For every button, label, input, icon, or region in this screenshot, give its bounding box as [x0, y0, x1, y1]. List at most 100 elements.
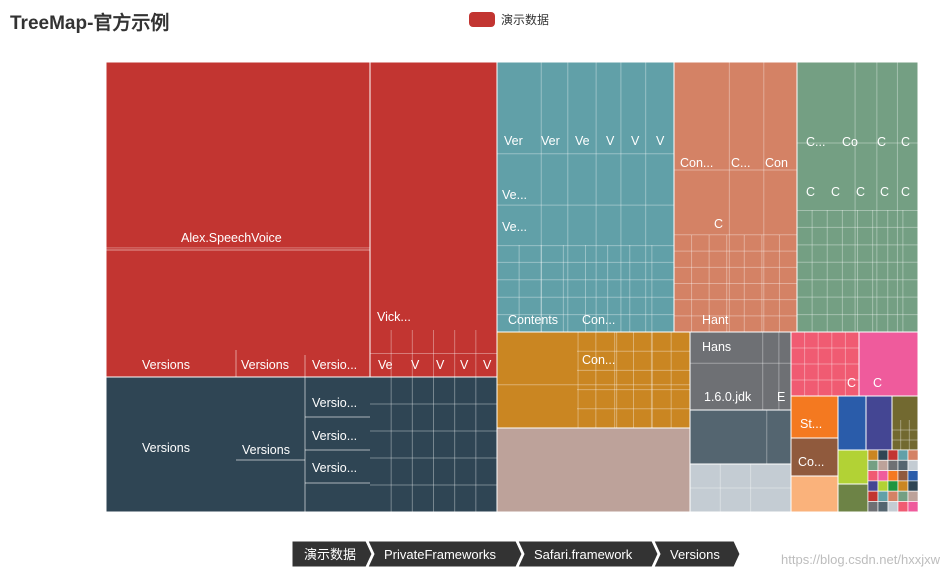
olive-grid: [892, 420, 918, 450]
mini-tile[interactable]: [887, 449, 899, 461]
node-ochre-group[interactable]: [496, 331, 691, 429]
navy-grid: [370, 377, 497, 512]
mini-tile[interactable]: [897, 470, 909, 482]
slate-lines: [690, 332, 791, 410]
node-label: C: [831, 185, 840, 199]
mini-tile[interactable]: [867, 480, 879, 492]
legend-swatch: [469, 12, 495, 27]
mini-tile[interactable]: [897, 490, 909, 502]
node-label: V: [436, 358, 445, 372]
breadcrumb-label: 演示数据: [304, 547, 356, 562]
node-slate-group[interactable]: [689, 331, 792, 411]
breadcrumb-item[interactable]: 演示数据: [292, 541, 373, 568]
mini-tile[interactable]: [867, 459, 879, 471]
node-label: Co...: [798, 455, 824, 469]
node-alex-speechvoice[interactable]: [105, 61, 371, 378]
mini-tile[interactable]: [887, 490, 899, 502]
mini-tile[interactable]: [877, 449, 889, 461]
node-label: Versio...: [312, 396, 357, 410]
node-teal-group[interactable]: [496, 61, 675, 333]
node-label: Ve...: [502, 188, 527, 202]
node-label: C: [714, 217, 723, 231]
node-magenta[interactable]: [858, 331, 919, 397]
breadcrumb-item[interactable]: PrivateFrameworks: [367, 541, 523, 568]
mini-tile[interactable]: [867, 490, 879, 502]
node-label: C...: [731, 156, 750, 170]
mini-tile[interactable]: [907, 501, 919, 513]
breadcrumb[interactable]: 演示数据 PrivateFrameworks Safari.framework Ver…: [292, 541, 742, 571]
mini-tile[interactable]: [907, 449, 919, 461]
node-label: Versions: [142, 441, 190, 455]
breadcrumb-item[interactable]: Versions: [653, 541, 741, 568]
breadcrumb-label: PrivateFrameworks: [384, 547, 496, 562]
mini-tile[interactable]: [897, 449, 909, 461]
lightgray-lines: [690, 464, 791, 512]
node-darkgreen[interactable]: [837, 483, 869, 513]
node-orange[interactable]: [790, 395, 839, 439]
breadcrumb-item[interactable]: Safari.framework: [517, 541, 659, 568]
mini-tile[interactable]: [877, 470, 889, 482]
mini-tile[interactable]: [887, 470, 899, 482]
node-label: Con: [765, 156, 788, 170]
mini-tile[interactable]: [887, 459, 899, 471]
mini-tile[interactable]: [877, 459, 889, 471]
node-label: C: [901, 135, 910, 149]
node-navy-group[interactable]: [105, 376, 498, 513]
node-label: Alex.SpeechVoice: [181, 231, 282, 245]
node-peach[interactable]: [790, 475, 839, 513]
mini-tile[interactable]: [907, 470, 919, 482]
node-gray[interactable]: [689, 409, 792, 465]
node-label: C: [847, 376, 856, 390]
node-taupe[interactable]: [496, 427, 691, 513]
node-label: Contents: [508, 313, 558, 327]
mini-tile[interactable]: [907, 490, 919, 502]
node-label: Con...: [582, 313, 615, 327]
chart-title: TreeMap-官方示例: [10, 13, 170, 34]
node-sage-group[interactable]: [796, 61, 919, 333]
node-label: E: [777, 390, 785, 404]
node-label: C: [806, 185, 815, 199]
node-label: Versio...: [312, 429, 357, 443]
node-label: Con...: [582, 353, 615, 367]
pink-grid: [791, 332, 859, 396]
node-salmon-group[interactable]: [673, 61, 798, 333]
node-label: Ve: [575, 134, 590, 148]
node-label: Hans: [702, 340, 731, 354]
ochre-grid: [577, 332, 690, 428]
legend-label: 演示数据: [501, 13, 550, 27]
mini-tile[interactable]: [877, 480, 889, 492]
ochre-lines: [497, 332, 690, 428]
node-label: Versio...: [312, 461, 357, 475]
node-pink[interactable]: [790, 331, 860, 397]
node-vicki[interactable]: [369, 61, 498, 378]
mini-tile[interactable]: [867, 470, 879, 482]
node-label: C: [856, 185, 865, 199]
salmon-grid: [674, 235, 797, 332]
mini-tile[interactable]: [877, 501, 889, 513]
node-lightgray[interactable]: [689, 463, 792, 513]
sage-lines: [797, 62, 918, 332]
node-label: Vick...: [377, 310, 411, 324]
node-label: Versions: [241, 358, 289, 372]
node-label: C...: [806, 135, 825, 149]
mini-tile[interactable]: [907, 459, 919, 471]
node-label: V: [656, 134, 665, 148]
salmon-lines: [674, 62, 797, 332]
node-label: Ve: [378, 358, 393, 372]
mini-tile[interactable]: [867, 449, 879, 461]
mini-tile[interactable]: [897, 480, 909, 492]
mini-tile[interactable]: [877, 490, 889, 502]
node-label: V: [483, 358, 492, 372]
mini-tile[interactable]: [897, 501, 909, 513]
node-blue[interactable]: [837, 395, 867, 451]
mini-tile[interactable]: [867, 501, 879, 513]
mini-tile[interactable]: [887, 501, 899, 513]
node-lime[interactable]: [837, 449, 869, 485]
node-olive[interactable]: [891, 395, 919, 451]
mini-tile[interactable]: [907, 480, 919, 492]
mini-tile[interactable]: [897, 459, 909, 471]
node-indigo[interactable]: [865, 395, 893, 451]
mini-tile[interactable]: [887, 480, 899, 492]
legend[interactable]: 演示数据: [469, 11, 549, 28]
